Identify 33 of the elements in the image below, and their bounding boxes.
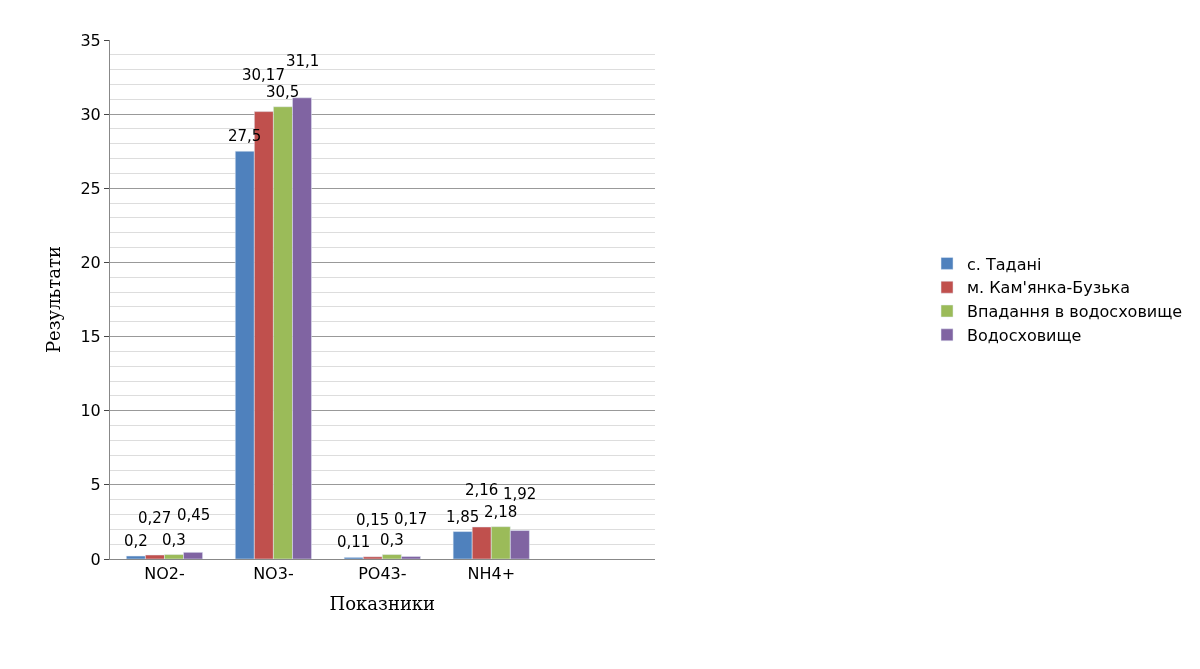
x-tick-label: NH4+	[467, 564, 516, 584]
x-tick-label: PO43-	[358, 564, 407, 584]
data-label: 30,17	[242, 66, 285, 84]
data-label: 1,92	[503, 485, 537, 503]
y-tick-label: 0	[90, 549, 101, 569]
data-label: 0,11	[337, 533, 371, 551]
data-label: 30,5	[266, 83, 300, 101]
x-tick-label: NO3-	[253, 564, 294, 584]
data-label: 2,18	[484, 503, 518, 521]
legend-label: с. Тадані	[967, 254, 1042, 274]
data-label: 0,45	[177, 506, 211, 524]
y-tick-label: 5	[90, 475, 101, 495]
data-label: 0,17	[394, 510, 428, 528]
data-label: 0,3	[162, 531, 186, 549]
y-tick-label: 35	[80, 30, 101, 50]
y-tick-label: 25	[80, 178, 101, 198]
data-label: 1,85	[446, 508, 480, 526]
legend-label: Впадання в водосховище	[967, 302, 1183, 322]
y-tick-label: 30	[80, 104, 101, 124]
data-label: 0,27	[138, 509, 172, 527]
y-tick-label: 10	[80, 401, 101, 421]
data-label: 2,16	[465, 481, 499, 499]
data-label: 0,3	[380, 531, 404, 549]
data-label: 0,2	[124, 532, 148, 550]
x-tick-label: NO2-	[144, 564, 185, 584]
legend-label: м. Кам'янка-Бузька	[967, 278, 1131, 298]
y-tick-label: 20	[80, 253, 101, 273]
y-tick-label: 15	[80, 327, 101, 347]
data-label: 0,15	[356, 511, 390, 529]
x-axis-title: Показники	[329, 593, 436, 615]
legend-label: Водосховище	[967, 326, 1082, 346]
data-label: 31,1	[286, 52, 320, 70]
y-axis-title: Результати	[42, 245, 64, 354]
